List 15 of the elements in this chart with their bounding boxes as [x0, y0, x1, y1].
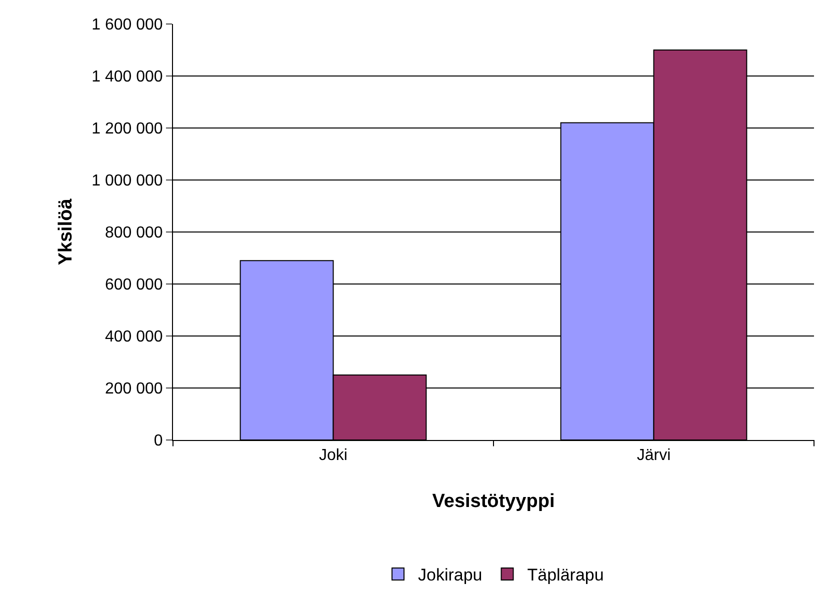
y-tick-label: 1 400 000 — [92, 68, 163, 86]
y-tick-label: 1 600 000 — [92, 16, 163, 34]
x-axis-title: Vesistötyyppi — [432, 491, 555, 512]
x-tick-label: Järvi — [636, 447, 671, 464]
y-axis-title: Yksilöä — [55, 198, 76, 266]
legend-label: Täplärapu — [527, 566, 604, 585]
y-tick-label: 1 200 000 — [92, 120, 163, 138]
y-tick-label: 400 000 — [104, 328, 163, 346]
legend-label: Jokirapu — [418, 566, 482, 585]
y-tick-label: 1 000 000 — [92, 172, 163, 190]
x-tick-label: Joki — [319, 447, 348, 464]
y-tick-label: 0 — [154, 432, 163, 450]
y-tick-label: 600 000 — [104, 276, 163, 294]
y-tick-label: 800 000 — [104, 224, 163, 242]
y-tick-label: 200 000 — [104, 380, 163, 398]
